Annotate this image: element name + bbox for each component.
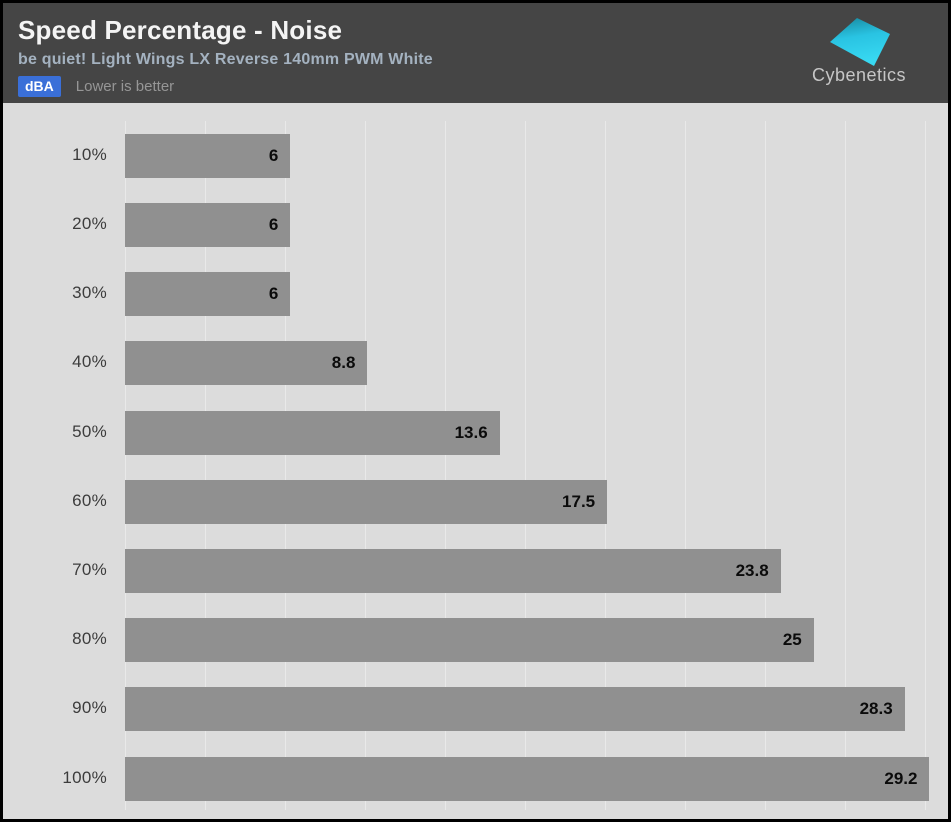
category-label: 90% <box>72 698 107 718</box>
chart-subtitle: be quiet! Light Wings LX Reverse 140mm P… <box>18 51 433 68</box>
gridline <box>445 121 446 810</box>
cybenetics-logo-icon <box>830 18 890 66</box>
bar: 28.3 <box>125 687 905 732</box>
gridline <box>125 121 126 810</box>
gridline <box>605 121 606 810</box>
bar: 23.8 <box>125 549 781 593</box>
bar: 29.2 <box>125 756 930 801</box>
value-label: 6 <box>268 284 279 304</box>
gridline <box>765 121 766 810</box>
bar: 25 <box>125 618 814 663</box>
chart-title: Speed Percentage - Noise <box>18 15 343 45</box>
unit-badge: dBA <box>18 76 61 97</box>
bar: 6 <box>125 203 291 247</box>
cybenetics-logo-text: Cybenetics <box>811 65 907 85</box>
bar: 13.6 <box>125 410 500 455</box>
value-label: 8.8 <box>331 353 356 373</box>
value-label: 23.8 <box>735 561 769 580</box>
category-label: 20% <box>72 214 107 233</box>
category-label: 40% <box>72 352 107 372</box>
bar: 17.5 <box>125 479 608 524</box>
meta-row: dBA Lower is better <box>18 76 948 97</box>
bar: 6 <box>125 272 291 317</box>
category-label: 10% <box>72 144 107 164</box>
gridline <box>925 121 926 810</box>
gridline <box>365 121 366 810</box>
value-label: 6 <box>268 145 279 165</box>
value-label: 17.5 <box>562 491 596 511</box>
bar-chart-plot: 10% 6 20% 6 30% 6 40% 8.8 50% 13.6 60% 17.5 70% 23.8 8… <box>3 103 948 819</box>
value-label: 13.6 <box>454 422 488 442</box>
value-label: 28.3 <box>859 699 893 719</box>
category-label: 70% <box>72 560 107 579</box>
gridline <box>845 121 846 810</box>
category-label: 50% <box>72 421 107 441</box>
gridline <box>205 121 206 810</box>
value-label: 6 <box>268 215 279 234</box>
lower-is-better-note: Lower is better <box>75 78 175 95</box>
category-label: 30% <box>72 283 107 303</box>
cybenetics-logo: Cybenetics <box>804 9 914 93</box>
chart-header: Speed Percentage - Noise be quiet! Light… <box>3 3 948 103</box>
value-label: 25 <box>782 630 802 650</box>
gridline <box>525 121 526 810</box>
bar: 6 <box>125 133 291 178</box>
bar: 8.8 <box>125 341 368 386</box>
category-label: 100% <box>62 767 107 787</box>
category-label: 60% <box>72 490 107 510</box>
gridline <box>285 121 286 810</box>
category-label: 80% <box>72 629 107 649</box>
gridline <box>685 121 686 810</box>
value-label: 29.2 <box>884 768 918 788</box>
